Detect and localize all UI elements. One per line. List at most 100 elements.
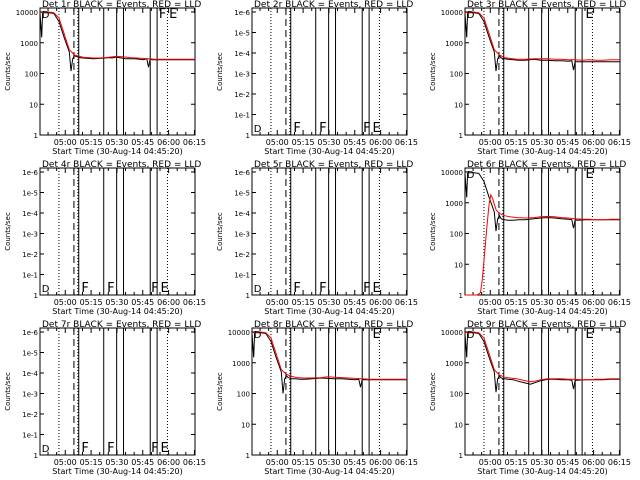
x-axis-label: Start Time (30-Aug-14 04:45:20) [52, 467, 183, 476]
flag-marker: F [107, 281, 114, 296]
plot-title: Det 3r BLACK = Events, RED = LLD [467, 0, 626, 10]
flag-marker: F [159, 7, 166, 22]
plot-frame [464, 327, 621, 456]
y-tick-label: 1 [459, 452, 463, 460]
flag-marker: D [254, 330, 262, 341]
detector-panel-1: Det 1r BLACK = Events, RED = LLD 1 10 100 10… [4, 0, 206, 156]
x-tick-label: 05:30 [105, 298, 128, 307]
x-tick-label: 06:00 [157, 298, 180, 307]
x-tick-label: 06:00 [157, 138, 180, 147]
x-tick-label: 06:15 [183, 298, 206, 307]
x-tick-label: 05:00 [54, 138, 77, 147]
y-tick-label: 1 [34, 132, 38, 140]
flag-marker: F [363, 281, 370, 296]
flag-marker: E [373, 327, 381, 342]
x-tick-label: 05:00 [266, 298, 289, 307]
y-tick-label: 1 [34, 452, 38, 460]
flag-marker: E [373, 121, 381, 136]
x-tick-label: 05:00 [479, 458, 502, 467]
series-line-events [464, 172, 620, 232]
x-axis-label: Start Time (30-Aug-14 04:45:20) [52, 147, 183, 156]
x-tick-label: 05:30 [105, 458, 128, 467]
detector-panel-7: Det 7r BLACK = Events, RED = LLD 1 1e-1 1e-… [4, 320, 206, 476]
flag-marker: F [151, 441, 158, 456]
y-tick-label: 1e-6 [22, 169, 38, 177]
y-tick-label: 1e-2 [22, 411, 38, 419]
y-tick-label: 1e-5 [234, 30, 250, 38]
flag-marker: D [42, 10, 50, 21]
x-tick-label: 05:30 [530, 298, 553, 307]
flag-marker: E [373, 281, 381, 296]
y-tick-label: 1e-4 [22, 370, 38, 378]
y-tick-label: 10 [241, 421, 250, 429]
flag-marker: D [42, 284, 50, 295]
plot-frame [39, 327, 196, 456]
x-tick-label: 06:15 [608, 458, 631, 467]
y-axis-label: Counts/sec [429, 52, 437, 91]
y-tick-label: 10000 [228, 329, 250, 337]
flag-marker: E [169, 7, 177, 22]
x-tick-label: 06:00 [582, 458, 605, 467]
plot-frame [251, 167, 408, 296]
flag-marker: F [319, 121, 326, 136]
flag-marker: D [467, 330, 475, 341]
x-tick-label: 05:15 [80, 458, 103, 467]
series-line-lld [39, 11, 195, 60]
detector-panel-3: Det 3r BLACK = Events, RED = LLD 1 10 100 10… [429, 0, 631, 156]
y-tick-label: 10000 [441, 329, 463, 337]
x-tick-label: 05:45 [343, 458, 366, 467]
y-tick-label: 1000 [232, 360, 250, 368]
y-tick-label: 10 [454, 261, 463, 269]
y-tick-label: 1 [246, 452, 250, 460]
plot-title: Det 4r BLACK = Events, RED = LLD [42, 160, 201, 170]
x-tick-label: 05:45 [131, 298, 154, 307]
detector-panel-9: Det 9r BLACK = Events, RED = LLD 1 10 100 10… [429, 320, 631, 476]
x-tick-label: 05:45 [343, 298, 366, 307]
plot-title: Det 1r BLACK = Events, RED = LLD [42, 0, 201, 10]
y-tick-label: 1e-3 [234, 71, 250, 79]
flag-marker: E [586, 7, 594, 22]
flag-marker: D [42, 444, 50, 455]
x-tick-label: 05:15 [505, 458, 528, 467]
x-tick-label: 05:45 [556, 298, 579, 307]
detector-panel-8: Det 8r BLACK = Events, RED = LLD 1 10 100 10… [216, 320, 418, 476]
x-tick-label: 05:15 [505, 298, 528, 307]
x-tick-label: 05:30 [105, 138, 128, 147]
y-axis-label: Counts/sec [429, 212, 437, 251]
detector-panel-5: Det 5r BLACK = Events, RED = LLD 1 1e-1 1e-… [216, 160, 418, 316]
y-tick-label: 100 [237, 391, 250, 399]
y-tick-label: 1 [246, 292, 250, 300]
x-tick-label: 05:45 [131, 458, 154, 467]
y-axis-label: Counts/sec [216, 212, 224, 251]
y-tick-label: 1000 [445, 360, 463, 368]
x-tick-label: 05:45 [556, 138, 579, 147]
y-tick-label: 100 [450, 391, 463, 399]
x-tick-label: 06:15 [183, 458, 206, 467]
y-tick-label: 1e-2 [234, 251, 250, 259]
series-line-lld [464, 11, 620, 61]
y-axis-label: Counts/sec [4, 372, 12, 411]
flag-marker: F [319, 281, 326, 296]
plot-frame [251, 7, 408, 136]
y-tick-label: 1e-1 [22, 272, 38, 280]
y-tick-label: 1e-5 [234, 190, 250, 198]
x-tick-label: 06:15 [395, 298, 418, 307]
x-tick-label: 05:30 [530, 138, 553, 147]
x-tick-label: 05:30 [317, 138, 340, 147]
series-line-events [464, 12, 620, 72]
x-tick-label: 05:00 [266, 138, 289, 147]
x-tick-label: 06:15 [183, 138, 206, 147]
plot-title: Det 5r BLACK = Events, RED = LLD [254, 160, 413, 170]
y-tick-label: 1e-4 [234, 50, 250, 58]
series-line-lld [465, 193, 620, 296]
plot-frame [464, 7, 621, 136]
y-tick-label: 10000 [441, 9, 463, 17]
plot-frame [464, 167, 621, 296]
flag-marker: E [586, 327, 594, 342]
x-tick-label: 06:00 [582, 138, 605, 147]
x-tick-label: 05:00 [479, 138, 502, 147]
detector-panel-4: Det 4r BLACK = Events, RED = LLD 1 1e-1 1e-… [4, 160, 206, 316]
y-tick-label: 1e-5 [22, 190, 38, 198]
y-tick-label: 1e-4 [234, 210, 250, 218]
x-tick-label: 05:00 [54, 298, 77, 307]
